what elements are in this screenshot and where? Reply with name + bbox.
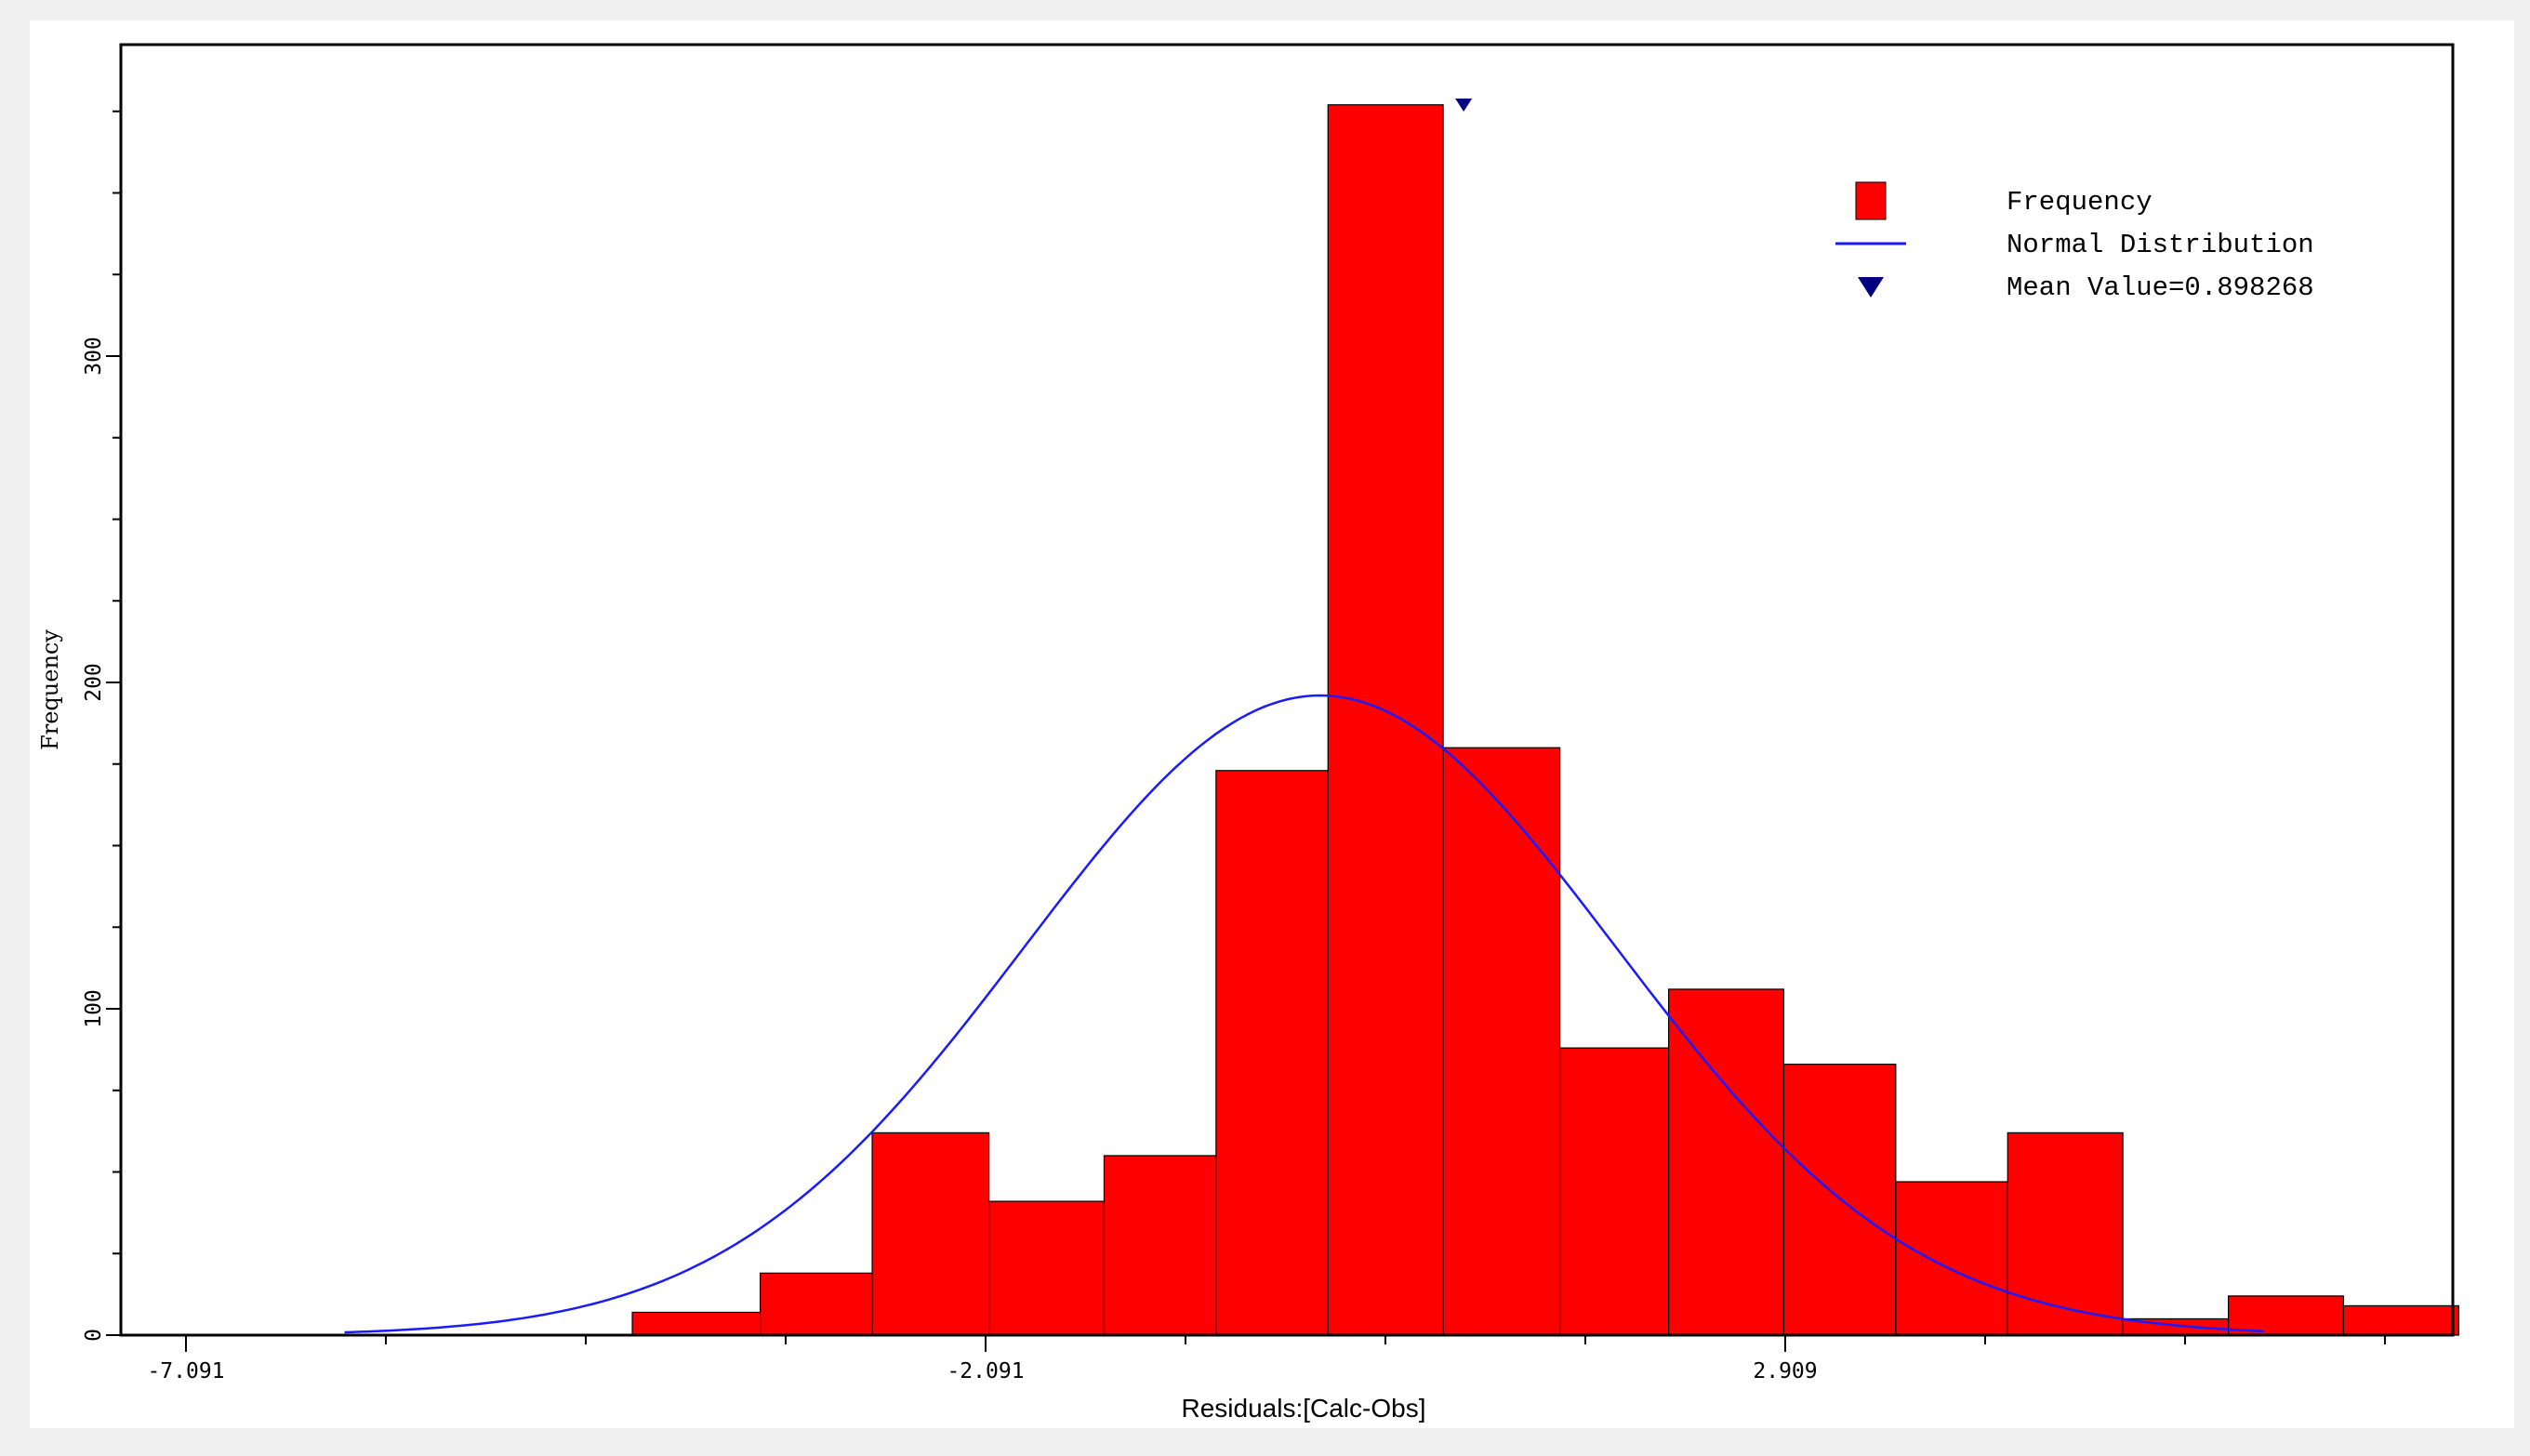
y-tick-label: 100 bbox=[82, 989, 106, 1028]
curve-layer bbox=[344, 694, 2264, 1334]
plot-area-border bbox=[119, 43, 2455, 1337]
histogram-bar-12 bbox=[1895, 1181, 2008, 1336]
legend-label: Normal Distribution bbox=[2007, 230, 2314, 260]
histogram-bar-13 bbox=[2007, 1132, 2124, 1336]
histogram-bar-5 bbox=[1103, 1155, 1217, 1336]
y-axis: 0 100 200 300 bbox=[82, 110, 121, 1342]
legend-frequency-swatch bbox=[1855, 181, 1887, 220]
x-tick-label: -2.091 bbox=[947, 1359, 1024, 1383]
x-tick-label: 2.909 bbox=[1753, 1359, 1817, 1383]
normal-distribution-curve bbox=[344, 694, 2264, 1334]
x-tick-label: -7.091 bbox=[147, 1359, 224, 1383]
y-tick-label: 200 bbox=[82, 663, 106, 702]
legend-label: Frequency bbox=[2007, 187, 2152, 218]
legend: Frequency Normal Distribution Mean Value=0… bbox=[1835, 181, 2314, 303]
histogram-bar-1 bbox=[631, 1311, 762, 1336]
legend-label: Mean Value=0.898268 bbox=[2007, 272, 2314, 303]
histogram-bar-9 bbox=[1559, 1047, 1670, 1336]
marker-layer bbox=[1455, 99, 1473, 112]
x-axis: -7.091 -2.091 2.909 bbox=[147, 1335, 2386, 1383]
y-tick-label: 300 bbox=[82, 337, 106, 376]
y-tick-label: 0 bbox=[82, 1329, 106, 1342]
histogram-bar-10 bbox=[1668, 988, 1785, 1336]
histogram-bar-8 bbox=[1442, 747, 1561, 1336]
histogram-bar-4 bbox=[988, 1200, 1106, 1336]
histogram-bar-3 bbox=[871, 1132, 990, 1336]
mean-value-marker bbox=[1455, 99, 1473, 112]
y-axis-title: Frequency bbox=[37, 629, 63, 750]
x-axis-title: Residuals:[Calc-Obs] bbox=[1182, 1394, 1426, 1423]
histogram-bar-7 bbox=[1327, 104, 1444, 1336]
histogram-bar-16 bbox=[2342, 1304, 2459, 1336]
bars-layer bbox=[631, 104, 2459, 1336]
legend-mean-value-marker bbox=[1858, 277, 1884, 298]
histogram-bar-2 bbox=[760, 1272, 873, 1336]
histogram-bar-6 bbox=[1215, 770, 1329, 1336]
